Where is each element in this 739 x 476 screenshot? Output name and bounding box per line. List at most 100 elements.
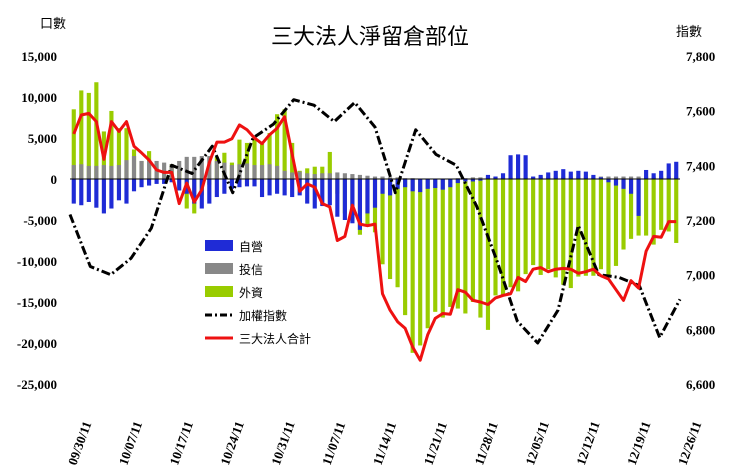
bar-0 — [651, 173, 656, 179]
total-line — [72, 111, 677, 362]
bar-0 — [628, 179, 634, 194]
y-right-tick-label: 6,800 — [686, 322, 715, 337]
bar-2 — [478, 179, 483, 318]
bar-2 — [387, 179, 393, 280]
y-left-tick-label: -15,000 — [17, 295, 57, 310]
bar-1 — [162, 162, 167, 179]
y-left-tick-label: -20,000 — [17, 336, 57, 351]
bar-0 — [531, 176, 536, 179]
bar-1 — [214, 160, 219, 179]
bar-0 — [500, 173, 506, 179]
bar-2 — [109, 110, 114, 179]
y-right-tick-labels: 7,800 7,600 7,400 7,200 7,000 6,800 6,600 — [686, 49, 715, 392]
bar-0 — [259, 179, 265, 198]
legend-swatch — [205, 286, 233, 297]
bar-0 — [320, 179, 325, 207]
bar-2 — [598, 179, 603, 270]
bar-0 — [553, 170, 558, 179]
x-tick-labels: 09/30/11 10/07/11 10/17/11 10/24/11 10/31/11… — [65, 419, 705, 467]
bar-0 — [418, 179, 423, 193]
bar-0 — [516, 154, 521, 179]
bar-1 — [470, 177, 475, 179]
x-tick-label: 09/30/11 — [65, 419, 95, 467]
bar-2 — [116, 128, 122, 179]
bar-1 — [139, 160, 144, 179]
bar-1 — [312, 174, 317, 179]
bar-2 — [485, 179, 491, 330]
x-tick-label: 10/31/11 — [268, 419, 298, 467]
x-tick-label: 11/07/11 — [319, 420, 348, 467]
bar-0 — [71, 179, 76, 204]
bar-2 — [523, 179, 528, 275]
bar-1 — [244, 163, 250, 179]
bar-0 — [162, 179, 167, 184]
bar-2 — [433, 179, 438, 312]
bar-2 — [538, 179, 543, 275]
x-tick-label: 12/12/11 — [573, 419, 603, 467]
bar-2 — [237, 139, 242, 179]
bar-1 — [297, 171, 302, 179]
bar-2 — [267, 133, 272, 179]
bar-2 — [320, 166, 325, 179]
bar-2 — [591, 179, 596, 276]
bar-0 — [387, 179, 393, 196]
bar-2 — [644, 179, 649, 236]
bar-0 — [131, 179, 137, 192]
bar-0 — [335, 179, 340, 217]
bar-2 — [395, 179, 400, 288]
bar-0 — [365, 179, 370, 214]
legend-label: 外資 — [239, 286, 263, 300]
bar-1 — [305, 173, 310, 179]
bar-1 — [259, 165, 265, 179]
bar-0 — [538, 174, 543, 179]
bar-2 — [79, 90, 84, 179]
bar-0 — [470, 179, 475, 182]
bar-2 — [613, 179, 619, 266]
y-left-tick-label: -25,000 — [17, 377, 57, 392]
bar-0 — [448, 179, 453, 188]
bar-1 — [147, 160, 152, 179]
bar-1 — [606, 176, 611, 179]
bar-2 — [606, 179, 611, 276]
bar-2 — [94, 82, 99, 179]
x-tick-label: 10/24/11 — [217, 419, 247, 467]
bar-0 — [621, 179, 626, 189]
bar-2 — [470, 179, 475, 302]
right-axis-unit: 指數 — [676, 25, 702, 40]
bar-2 — [124, 128, 129, 179]
bar-2 — [418, 179, 423, 346]
x-tick-label: 11/14/11 — [370, 420, 399, 467]
bar-2 — [508, 179, 513, 288]
bar-1 — [131, 156, 137, 179]
bar-1 — [252, 165, 257, 179]
bar-2 — [561, 179, 566, 285]
bar-0 — [192, 179, 197, 204]
legend-label: 自營 — [239, 240, 263, 254]
bar-0 — [169, 179, 174, 183]
bar-1 — [290, 172, 295, 179]
x-tick-label: 11/28/11 — [471, 420, 500, 467]
bar-2 — [628, 179, 634, 239]
bar-1 — [184, 156, 189, 179]
bar-2 — [659, 179, 664, 230]
y-left-tick-label: -10,000 — [17, 254, 57, 269]
y-right-tick-label: 7,000 — [686, 268, 715, 283]
bar-0 — [116, 179, 122, 201]
y-right-tick-label: 6,600 — [686, 377, 715, 392]
bar-1 — [380, 176, 385, 179]
bar-0 — [177, 179, 182, 191]
bar-series — [71, 82, 679, 353]
bar-1 — [342, 173, 347, 179]
y-left-tick-label: 0 — [51, 172, 58, 187]
bar-0 — [222, 179, 227, 194]
bar-2 — [651, 179, 656, 245]
bar-1 — [109, 165, 114, 179]
bar-2 — [493, 179, 498, 296]
bar-0 — [478, 179, 483, 181]
bar-2 — [275, 114, 280, 179]
bar-1 — [282, 170, 287, 179]
bar-2 — [312, 166, 317, 179]
bar-1 — [101, 165, 106, 179]
bar-1 — [320, 173, 325, 179]
y-left-tick-label: -5,000 — [23, 213, 57, 228]
